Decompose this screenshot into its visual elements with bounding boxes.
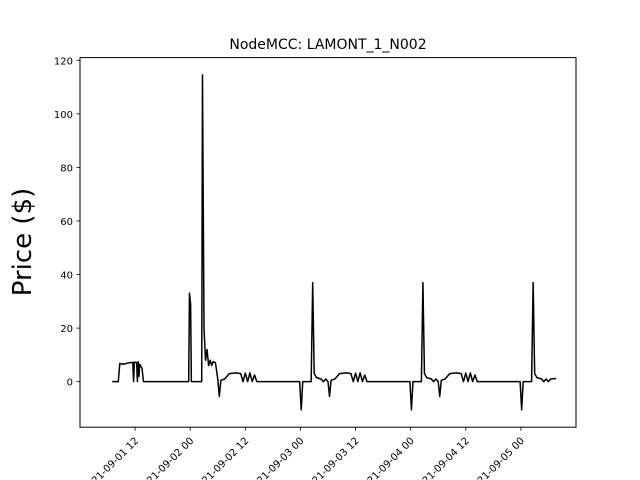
chart-title: NodeMCC: LAMONT_1_N002 <box>229 37 426 53</box>
series-line-0 <box>112 74 557 411</box>
y-tick-label: 20 <box>60 324 73 335</box>
y-axis-ticks: 0 20 40 60 80 100 120 <box>54 56 80 389</box>
x-tick-label: 2021-09-02 12 <box>191 436 251 480</box>
y-tick-label: 100 <box>54 110 73 121</box>
y-tick-label: 80 <box>60 163 73 174</box>
x-tick-label: 2021-09-04 12 <box>412 436 472 480</box>
plot-area <box>112 74 557 411</box>
x-tick-label: 2021-09-04 00 <box>357 436 417 480</box>
y-axis-label: Price ($) <box>8 188 38 297</box>
y-tick-label: 0 <box>67 378 73 389</box>
y-tick-label: 40 <box>60 271 73 282</box>
y-tick-label: 120 <box>54 56 73 67</box>
x-tick-label: 2021-09-01 12 <box>81 436 141 480</box>
x-tick-label: 2021-09-03 00 <box>246 436 306 480</box>
x-tick-label: 2021-09-02 00 <box>136 436 196 480</box>
y-tick-label: 60 <box>60 217 73 228</box>
axes-frame <box>79 57 577 428</box>
x-tick-label: 2021-09-05 00 <box>467 436 527 480</box>
x-tick-label: 2021-09-03 12 <box>302 436 362 480</box>
